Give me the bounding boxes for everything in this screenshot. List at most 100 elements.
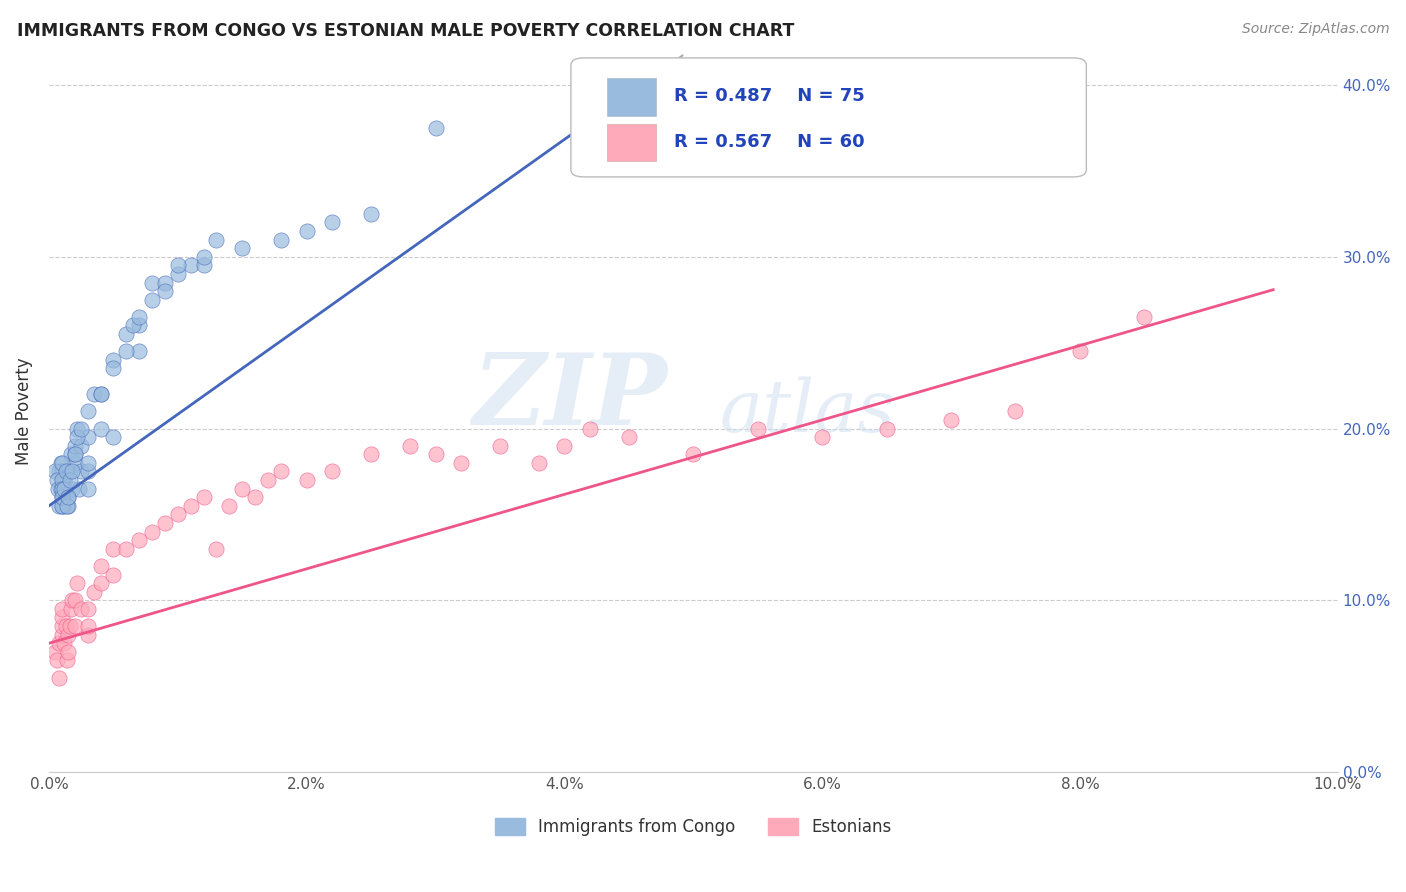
Point bbox=[166, 267, 188, 281]
Point bbox=[141, 524, 163, 539]
Point bbox=[1004, 404, 1026, 418]
Point bbox=[939, 413, 962, 427]
Point bbox=[398, 439, 420, 453]
Point bbox=[205, 541, 228, 556]
Point bbox=[811, 430, 834, 444]
Point bbox=[49, 482, 72, 496]
Text: Source: ZipAtlas.com: Source: ZipAtlas.com bbox=[1241, 22, 1389, 37]
Point bbox=[1069, 344, 1091, 359]
Point bbox=[89, 421, 111, 435]
Point bbox=[51, 627, 73, 641]
Point bbox=[51, 619, 73, 633]
Point bbox=[128, 310, 150, 324]
FancyBboxPatch shape bbox=[607, 78, 657, 116]
Point bbox=[166, 259, 188, 273]
Point bbox=[44, 465, 66, 479]
Point bbox=[83, 387, 105, 401]
Point bbox=[63, 593, 86, 607]
Point bbox=[59, 602, 82, 616]
Point bbox=[180, 259, 202, 273]
Point bbox=[166, 508, 188, 522]
Point bbox=[53, 473, 76, 487]
Point bbox=[63, 439, 86, 453]
Point bbox=[153, 284, 176, 298]
Point bbox=[63, 456, 86, 470]
FancyBboxPatch shape bbox=[607, 123, 657, 161]
Point bbox=[66, 421, 89, 435]
Point bbox=[103, 361, 125, 376]
Point bbox=[128, 344, 150, 359]
Point bbox=[51, 499, 73, 513]
Point bbox=[51, 610, 73, 624]
Point bbox=[58, 465, 80, 479]
Point bbox=[76, 465, 98, 479]
Point bbox=[55, 619, 77, 633]
Point bbox=[56, 499, 79, 513]
Point bbox=[231, 241, 253, 255]
Point bbox=[49, 456, 72, 470]
Point bbox=[48, 465, 70, 479]
Point bbox=[121, 318, 143, 333]
Point bbox=[53, 499, 76, 513]
Point bbox=[66, 576, 89, 591]
Point bbox=[58, 490, 80, 504]
Point bbox=[270, 233, 292, 247]
Point bbox=[70, 421, 93, 435]
Point bbox=[193, 250, 215, 264]
Point bbox=[51, 473, 73, 487]
Point bbox=[48, 499, 70, 513]
Point bbox=[46, 482, 69, 496]
Point bbox=[617, 430, 640, 444]
Point bbox=[321, 465, 343, 479]
Point bbox=[60, 593, 83, 607]
Point bbox=[51, 456, 73, 470]
Point bbox=[193, 259, 215, 273]
Point bbox=[53, 636, 76, 650]
Point bbox=[55, 465, 77, 479]
Point bbox=[128, 533, 150, 548]
Point bbox=[58, 499, 80, 513]
Point bbox=[45, 473, 67, 487]
Point bbox=[58, 465, 80, 479]
Text: atlas: atlas bbox=[718, 376, 894, 447]
Point bbox=[527, 456, 550, 470]
Point bbox=[218, 499, 240, 513]
Point bbox=[876, 421, 898, 435]
Point bbox=[193, 490, 215, 504]
Point bbox=[76, 482, 98, 496]
Point bbox=[51, 482, 73, 496]
Point bbox=[83, 584, 105, 599]
Point bbox=[58, 490, 80, 504]
Point bbox=[51, 473, 73, 487]
Point bbox=[76, 627, 98, 641]
Point bbox=[360, 447, 382, 461]
Point bbox=[115, 327, 138, 342]
Point bbox=[45, 653, 67, 667]
Point bbox=[321, 215, 343, 229]
Point bbox=[70, 602, 93, 616]
Point bbox=[579, 421, 602, 435]
Text: IMMIGRANTS FROM CONGO VS ESTONIAN MALE POVERTY CORRELATION CHART: IMMIGRANTS FROM CONGO VS ESTONIAN MALE P… bbox=[17, 22, 794, 40]
Point bbox=[1133, 310, 1156, 324]
Point bbox=[270, 465, 292, 479]
Text: R = 0.487    N = 75: R = 0.487 N = 75 bbox=[673, 87, 865, 105]
Point bbox=[51, 482, 73, 496]
Point bbox=[63, 447, 86, 461]
Point bbox=[76, 602, 98, 616]
Point bbox=[60, 482, 83, 496]
Point bbox=[58, 627, 80, 641]
Point bbox=[103, 352, 125, 367]
Point bbox=[103, 430, 125, 444]
Point bbox=[63, 447, 86, 461]
Point bbox=[489, 439, 512, 453]
Point bbox=[682, 447, 704, 461]
Point bbox=[103, 541, 125, 556]
Point bbox=[48, 671, 70, 685]
Point bbox=[76, 456, 98, 470]
Text: ZIP: ZIP bbox=[472, 349, 668, 445]
Point bbox=[60, 465, 83, 479]
Point bbox=[51, 490, 73, 504]
Point bbox=[59, 447, 82, 461]
Point bbox=[56, 653, 79, 667]
Point bbox=[141, 276, 163, 290]
